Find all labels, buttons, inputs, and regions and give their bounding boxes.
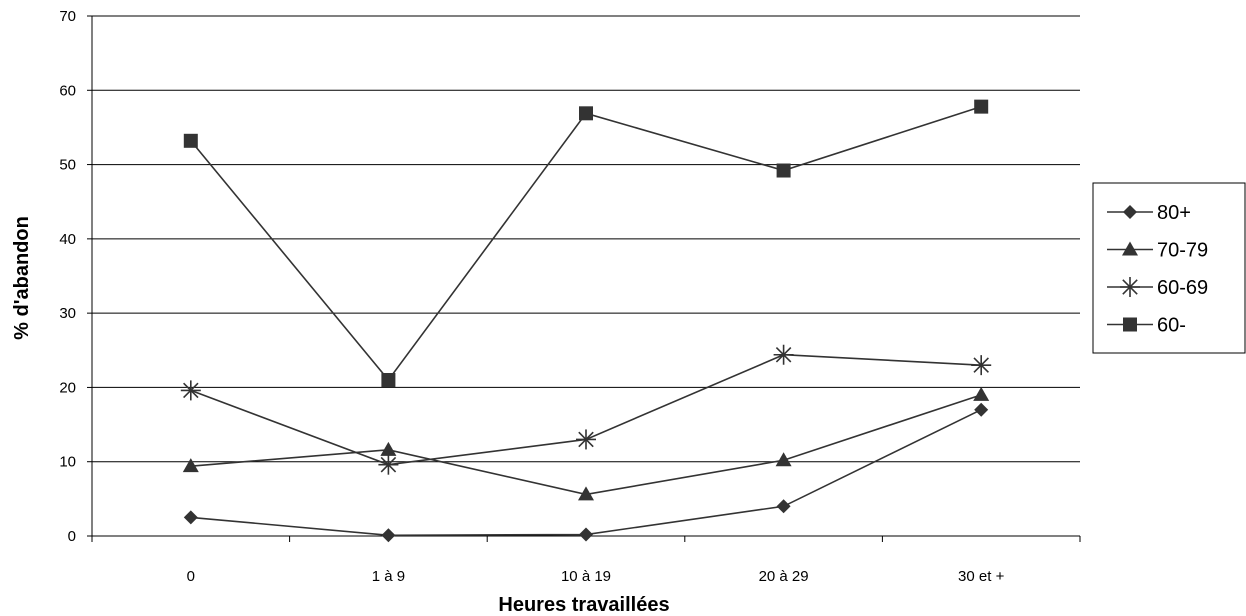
data-point: [183, 133, 198, 148]
data-point: [776, 499, 791, 514]
data-point: [381, 373, 396, 387]
data-point: [773, 344, 794, 365]
data-point: [576, 429, 596, 450]
y-tick-label: 30: [59, 305, 76, 322]
data-point: [579, 527, 593, 542]
legend-label: 80+: [1157, 202, 1191, 224]
legend-item: 60-: [1107, 315, 1186, 337]
legend-item: 80+: [1107, 202, 1191, 224]
data-point: [775, 452, 792, 467]
data-point: [380, 441, 397, 456]
series-line: [190, 105, 982, 382]
x-axis-title: Heures travaillées: [498, 594, 669, 616]
series-80+: [183, 402, 989, 543]
legend: 80+ 70-79 60-69 60-: [1092, 182, 1246, 354]
legend-label: 70-79: [1157, 240, 1208, 262]
data-point: [776, 163, 791, 178]
series-line: [190, 408, 982, 537]
y-tick-label: 20: [59, 379, 76, 396]
legend-item: 60-69: [1107, 277, 1208, 299]
data-point: [974, 402, 989, 417]
series-70-79: [182, 386, 990, 501]
data-point: [180, 380, 201, 401]
x-tick-label: 1 à 9: [372, 568, 405, 585]
y-tick-label: 70: [59, 8, 76, 25]
data-point: [578, 486, 594, 501]
data-point: [381, 528, 396, 543]
data-point: [182, 458, 199, 473]
series-layer: [180, 99, 992, 543]
y-tick-label: 50: [59, 157, 76, 174]
legend-label: 60-69: [1157, 277, 1208, 299]
legend-marker: [1123, 205, 1137, 219]
legend-marker: [1123, 317, 1137, 332]
y-tick-label: 0: [68, 528, 76, 545]
y-tick-label: 60: [59, 82, 76, 99]
x-tick-label: 20 à 29: [759, 568, 809, 585]
data-point: [378, 454, 399, 475]
data-point: [973, 386, 990, 401]
legend-item: 70-79: [1107, 240, 1208, 262]
x-tick-label: 0: [187, 568, 195, 585]
data-point: [974, 99, 989, 114]
data-point: [183, 510, 198, 525]
series-60-: [183, 99, 989, 387]
gridlines: [92, 15, 1080, 463]
data-point: [579, 106, 593, 121]
y-axis-title: % d'abandon: [11, 216, 33, 340]
y-tick-label: 10: [59, 454, 76, 471]
x-tick-label: 10 à 19: [561, 568, 611, 585]
y-axis: 0 10 20 30 40 50 60 70: [59, 8, 93, 545]
y-tick-label: 40: [59, 231, 76, 248]
x-tick-label: 30 et +: [958, 568, 1005, 585]
legend-marker: [1120, 277, 1140, 297]
x-axis: 0 1 à 9 10 à 19 20 à 29 30 et +: [91, 535, 1081, 585]
legend-label: 60-: [1157, 315, 1186, 337]
legend-marker: [1122, 241, 1138, 256]
data-point: [971, 355, 992, 376]
series-60-69: [180, 344, 992, 475]
